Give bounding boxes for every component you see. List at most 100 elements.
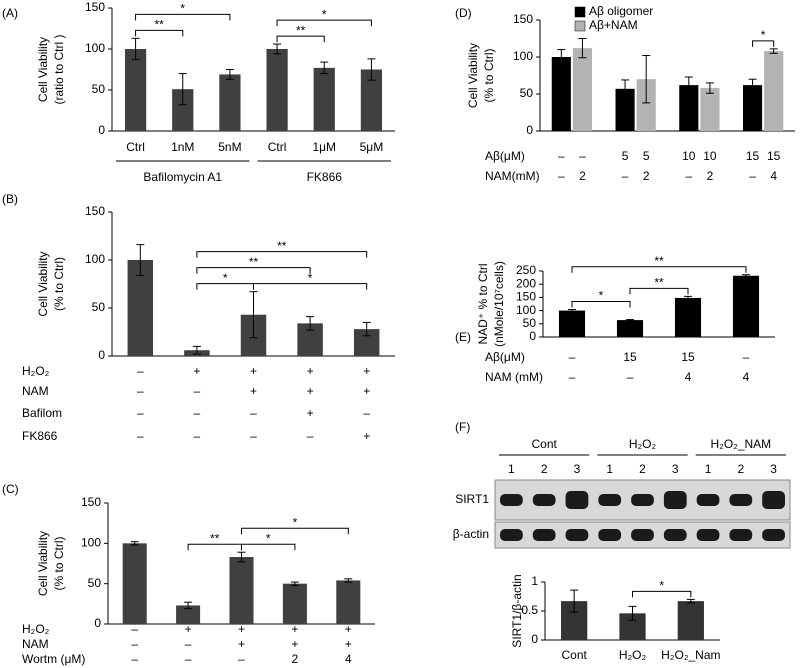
bar (558, 310, 586, 337)
condition-label: H₂O₂ (22, 622, 50, 636)
blot-lane: 3 (672, 462, 679, 476)
y-tick-label: 100 (85, 252, 105, 266)
condition-label: Wortm (μM) (22, 652, 85, 666)
condition-value: + (193, 364, 200, 378)
bar (172, 89, 194, 131)
panel-label: (E) (455, 330, 471, 344)
significance-label: ** (654, 254, 664, 268)
y-tick-label: 250 (516, 263, 536, 277)
significance-label: * (293, 515, 298, 529)
significance-label: * (322, 7, 327, 21)
condition-value: 4 (743, 370, 750, 384)
significance-bracket (276, 19, 372, 27)
y-axis-label: (% to Ctrl) (482, 48, 496, 102)
condition-value: – (569, 350, 576, 364)
condition-value: + (307, 364, 314, 378)
significance-bracket (241, 543, 296, 551)
legend-label: Aβ oligomer (589, 4, 653, 18)
condition-value: – (363, 406, 370, 420)
legend-swatch (574, 20, 586, 32)
condition-value: + (345, 637, 352, 651)
x-tick-label: 1nM (171, 140, 194, 154)
significance-label: ** (654, 276, 664, 290)
significance-label: * (659, 579, 664, 593)
y-tick-label: 1 (531, 574, 538, 588)
blot-lane: 2 (541, 462, 548, 476)
condition-value: + (363, 364, 370, 378)
condition-value: 15 (623, 350, 637, 364)
significance-label: * (599, 289, 604, 303)
y-tick-label: 150 (85, 204, 105, 218)
y-tick-label: 150 (513, 12, 533, 26)
condition-value: + (291, 622, 298, 636)
blot-band (631, 494, 654, 506)
y-tick-label: 50 (92, 82, 106, 96)
x-tick-label: Ctrl (126, 140, 145, 154)
panel-label: (B) (2, 192, 18, 206)
blot-band (532, 494, 556, 506)
y-tick-label: 100 (513, 49, 533, 63)
significance-bracket (571, 301, 631, 308)
y-tick-label: 0 (98, 123, 105, 137)
significance-bracket (135, 13, 231, 21)
x-tick-label: H₂O₂ (619, 648, 647, 662)
blot-row-label: β-actin (453, 527, 489, 541)
condition-value: – (137, 364, 144, 378)
x-tick-label: 1μM (312, 140, 336, 154)
panel-label: (F) (455, 420, 470, 434)
bar (313, 67, 335, 131)
x-tick-label: 5μM (360, 140, 384, 154)
y-tick-label: 150 (516, 290, 536, 304)
significance-bracket (629, 287, 689, 295)
significance-label: * (223, 271, 228, 285)
bar (732, 275, 760, 337)
bar (615, 88, 635, 131)
y-axis-label: (ratio to Ctrl ) (52, 34, 66, 104)
blot-band (762, 491, 785, 509)
blot-band (762, 529, 785, 541)
condition-value: – (579, 149, 586, 163)
x-tick-label: H₂O₂_Nam (661, 648, 720, 662)
condition-value: 15 (681, 350, 695, 364)
condition-value: – (137, 406, 144, 420)
bar (677, 601, 704, 640)
blot-band (565, 529, 589, 541)
blot-lane: 2 (737, 462, 744, 476)
blot-band (598, 529, 622, 541)
blot-lane: 1 (606, 462, 613, 476)
condition-value: 2 (643, 169, 650, 183)
bar (551, 57, 571, 131)
bar (122, 543, 147, 624)
condition-value: + (363, 384, 370, 398)
condition-value: – (238, 652, 245, 666)
bar (124, 49, 147, 131)
blot-lane: 1 (705, 462, 712, 476)
y-axis-label: SIRT1/β-actin (510, 574, 524, 647)
condition-value: – (558, 169, 565, 183)
bar (229, 557, 254, 624)
condition-value: 4 (770, 169, 777, 183)
condition-value: 15 (767, 149, 781, 163)
condition-value: 15 (746, 149, 760, 163)
condition-value: – (685, 169, 692, 183)
bar (700, 88, 720, 131)
y-tick-label: 50 (523, 316, 537, 330)
blot-band (729, 529, 753, 541)
condition-value: + (307, 406, 314, 420)
condition-value: 2 (707, 169, 714, 183)
y-tick-label: 0 (529, 329, 536, 343)
condition-value: – (569, 370, 576, 384)
legend-swatch (574, 6, 586, 18)
panel-label: (D) (455, 6, 472, 20)
bar (127, 260, 154, 356)
condition-value: – (250, 429, 257, 443)
condition-value: 10 (703, 149, 717, 163)
significance-label: ** (210, 531, 220, 545)
bar (572, 48, 592, 132)
significance-bracket (752, 40, 775, 47)
condition-value: – (137, 384, 144, 398)
bar (743, 85, 763, 131)
bar (336, 580, 361, 624)
bar (176, 605, 201, 624)
group-label: Bafilomycin A1 (143, 170, 222, 184)
